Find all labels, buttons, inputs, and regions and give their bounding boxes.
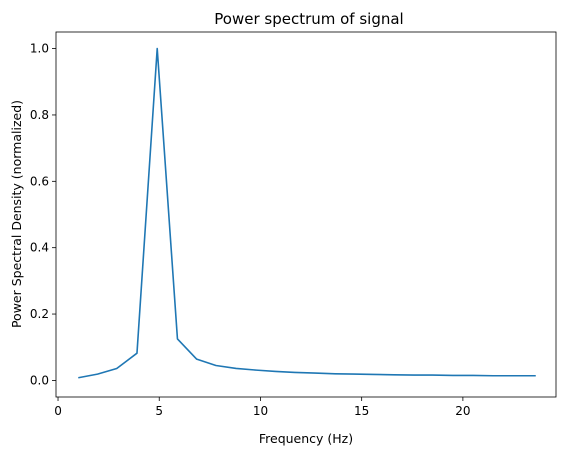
chart-title: Power spectrum of signal <box>214 10 403 28</box>
y-tick-label: 0.8 <box>30 108 49 122</box>
x-tick-label: 20 <box>455 404 470 418</box>
y-axis-ticks: 0.0 0.2 0.4 0.6 0.8 1.0 <box>30 42 56 387</box>
x-axis-label: Frequency (Hz) <box>259 431 353 446</box>
y-tick-label: 0.2 <box>30 307 49 321</box>
x-axis-ticks: 0 5 10 15 20 <box>54 397 471 418</box>
y-tick-label: 0.0 <box>30 373 49 387</box>
x-tick-label: 15 <box>354 404 369 418</box>
y-tick-label: 0.4 <box>30 241 49 255</box>
y-tick-label: 0.6 <box>30 174 49 188</box>
x-tick-label: 5 <box>155 404 163 418</box>
series-line <box>78 47 536 379</box>
plot-frame <box>55 31 557 398</box>
plot-area <box>56 32 556 397</box>
x-tick-label: 10 <box>253 404 268 418</box>
y-tick-label: 1.0 <box>30 42 49 56</box>
x-tick-label: 0 <box>54 404 62 418</box>
y-axis-label: Power Spectral Density (normalized) <box>9 100 24 328</box>
